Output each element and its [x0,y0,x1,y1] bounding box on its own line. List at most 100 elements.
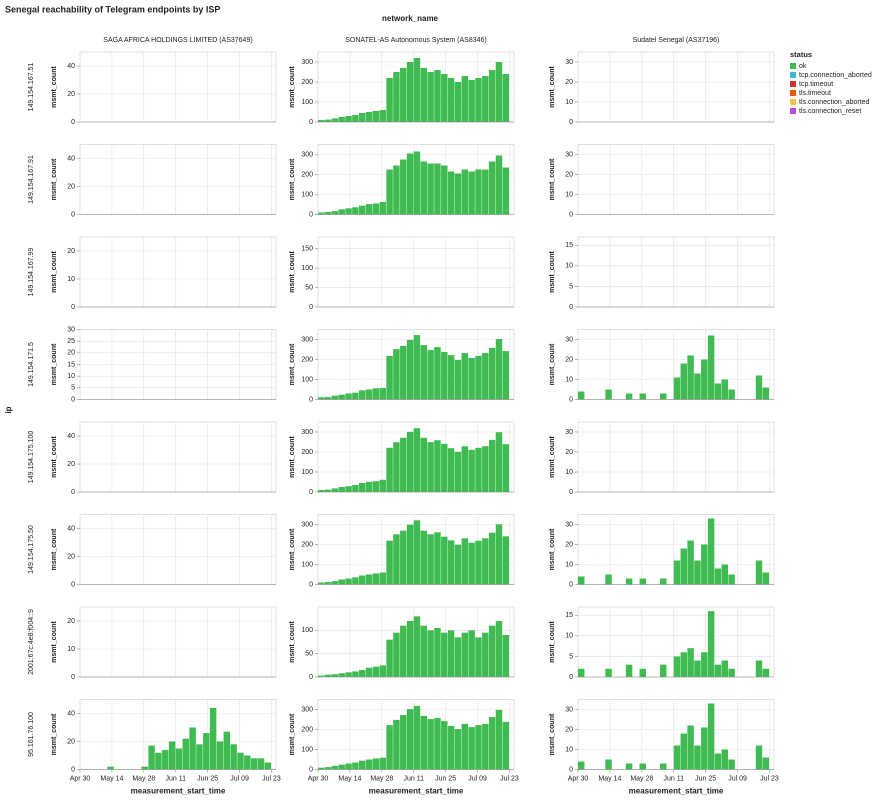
y-tick-label: 10 [67,373,75,380]
column-header: SONATEL-AS Autonomous System (AS8346) [345,37,487,44]
bar-segment [687,725,694,770]
y-tick-label: 5 [569,283,573,290]
bar-segment [441,443,448,492]
bar-segment [639,393,646,400]
panel-frame [577,421,775,493]
x-tick-label: Jul 09 [468,775,487,782]
bar-segment [605,389,612,400]
y-tick-label: 100 [301,99,313,106]
bar-segment [461,632,469,677]
x-tick-label: Jul 23 [760,775,779,782]
bar-segment [482,353,489,400]
y-tick-label: 100 [301,265,313,272]
bar-segment [447,171,455,215]
y-tick-label: 15 [565,612,573,619]
x-axis-title: measurement_start_time [369,787,464,796]
bar-segment [216,741,224,770]
bar-segment [345,763,352,770]
bar-segment [502,351,510,400]
bar-segment [386,725,393,770]
y-axis-title: msmt_count [289,621,296,663]
bar-segment [386,169,393,215]
bar-segment [237,752,244,770]
y-tick-label: 200 [301,79,313,86]
bar-segment [762,387,770,400]
bar-segment [721,660,729,677]
bar-segment [148,745,155,770]
bar-segment [434,440,441,492]
x-tick-label: Jun 25 [197,775,218,782]
y-tick-label: 0 [569,766,573,773]
bar-segment [707,703,715,770]
y-tick-label: 10 [565,376,573,383]
bar-segment [468,80,475,122]
bar-segment [694,660,701,677]
y-tick-label: 300 [301,706,313,713]
bar-segment [359,670,366,677]
bar-segment [400,159,407,215]
y-tick-label: 0 [71,489,75,496]
bar-segment [338,764,345,770]
bar-segment [714,753,722,770]
y-tick-label: 30 [565,429,573,436]
bar-segment [468,630,475,677]
bar-segment [701,727,708,770]
bar-segment [359,483,366,492]
bar-segment [660,763,667,770]
y-tick-label: 20 [67,350,75,357]
bar-segment [461,723,469,770]
y-axis-title: msmt_count [289,158,296,200]
bar-segment [324,674,332,677]
bar-segment [420,68,427,122]
bar-segment [482,169,489,215]
bar-segment [189,727,196,770]
x-tick-label: Apr 30 [568,775,589,782]
bar-segment [728,668,735,677]
y-tick-label: 20 [67,183,75,190]
bar-segment [331,765,339,770]
bar-segment [324,582,332,585]
bar-segment [578,668,585,677]
bar-segment [701,544,708,585]
bar-segment [141,766,148,770]
row-header: 149.154.175.50 [28,525,35,574]
y-tick-label: 0 [71,211,75,218]
panel-frame [79,236,277,308]
bar-segment [495,709,503,770]
bar-segment [454,637,462,677]
y-axis-title: msmt_count [51,621,58,663]
y-tick-label: 100 [301,469,313,476]
bar-segment [680,652,687,677]
bar-segment [488,532,496,585]
y-axis-title: msmt_count [289,251,296,293]
y-tick-label: 10 [565,469,573,476]
y-axis-title: msmt_count [51,528,58,570]
bar-segment [413,335,421,400]
bar-segment [605,668,612,677]
y-tick-label: 0 [71,396,75,403]
y-tick-label: 100 [301,627,313,634]
bar-segment [413,151,421,215]
y-tick-label: 0 [309,581,313,588]
panel-frame [577,236,775,308]
bar-segment [107,766,114,770]
bar-segment [673,377,681,400]
bar-segment [162,749,169,770]
y-tick-label: 40 [67,710,75,717]
y-tick-label: 150 [301,246,313,253]
bar-segment [372,573,380,585]
bar-segment [502,74,510,122]
bar-segment [359,575,366,585]
bar-segment [324,489,332,492]
bar-segment [728,389,735,400]
bar-segment [372,203,380,215]
bar-segment [495,524,503,585]
bar-segment [427,630,434,677]
bar-segment [393,72,400,122]
y-tick-label: 10 [565,191,573,198]
bar-segment [495,339,503,400]
bar-segment [393,534,400,585]
bar-segment [728,759,735,770]
y-tick-label: 300 [301,521,313,528]
y-tick-label: 200 [301,449,313,456]
